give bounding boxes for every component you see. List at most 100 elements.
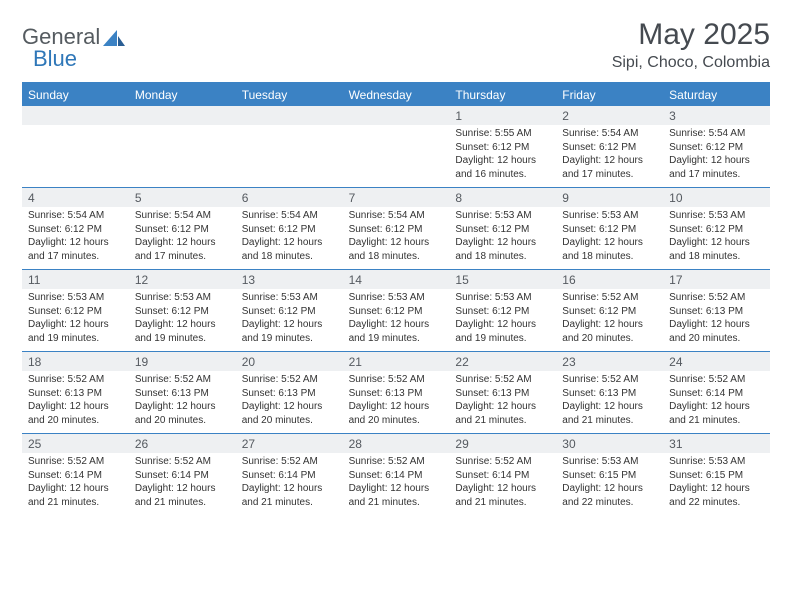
day-sunset: Sunset: 6:12 PM [455, 141, 550, 155]
day-daylight1: Daylight: 12 hours [562, 236, 657, 250]
day-sunset: Sunset: 6:13 PM [669, 305, 764, 319]
day-daylight1: Daylight: 12 hours [349, 482, 444, 496]
day-sunrise: Sunrise: 5:53 AM [562, 209, 657, 223]
day-daylight2: and 22 minutes. [562, 496, 657, 510]
day-daylight2: and 18 minutes. [242, 250, 337, 264]
day-details: Sunrise: 5:53 AMSunset: 6:12 PMDaylight:… [449, 207, 556, 269]
day-sunrise: Sunrise: 5:54 AM [28, 209, 123, 223]
day-number: 21 [343, 352, 450, 371]
day-daylight2: and 21 minutes. [455, 414, 550, 428]
day-daylight2: and 17 minutes. [669, 168, 764, 182]
day-daylight1: Daylight: 12 hours [455, 482, 550, 496]
day-sunrise: Sunrise: 5:54 AM [242, 209, 337, 223]
day-sunset: Sunset: 6:12 PM [28, 223, 123, 237]
day-number: 18 [22, 352, 129, 371]
week-details-row: Sunrise: 5:53 AMSunset: 6:12 PMDaylight:… [22, 289, 770, 351]
day-daylight2: and 17 minutes. [135, 250, 230, 264]
day-number: 22 [449, 352, 556, 371]
day-sunset: Sunset: 6:12 PM [349, 305, 444, 319]
day-daylight2: and 20 minutes. [562, 332, 657, 346]
day-sunset: Sunset: 6:14 PM [242, 469, 337, 483]
day-details: Sunrise: 5:52 AMSunset: 6:14 PMDaylight:… [129, 453, 236, 515]
day-details: Sunrise: 5:52 AMSunset: 6:13 PMDaylight:… [129, 371, 236, 433]
day-daylight1: Daylight: 12 hours [455, 400, 550, 414]
day-number: 13 [236, 270, 343, 289]
day-daylight2: and 17 minutes. [28, 250, 123, 264]
day-sunrise: Sunrise: 5:52 AM [242, 455, 337, 469]
day-daylight1: Daylight: 12 hours [455, 318, 550, 332]
day-number: 30 [556, 434, 663, 453]
dayhead-sunday: Sunday [22, 84, 129, 106]
day-number: 8 [449, 188, 556, 207]
day-sunset: Sunset: 6:14 PM [455, 469, 550, 483]
day-number: 11 [22, 270, 129, 289]
day-details [22, 125, 129, 187]
brand-blue: Blue [33, 46, 77, 71]
dayhead-saturday: Saturday [663, 84, 770, 106]
day-daylight1: Daylight: 12 hours [349, 318, 444, 332]
day-daylight2: and 21 minutes. [562, 414, 657, 428]
day-number: 1 [449, 106, 556, 125]
day-sunset: Sunset: 6:12 PM [28, 305, 123, 319]
day-daylight1: Daylight: 12 hours [135, 482, 230, 496]
day-daylight2: and 21 minutes. [242, 496, 337, 510]
day-sunset: Sunset: 6:15 PM [562, 469, 657, 483]
day-number: 14 [343, 270, 450, 289]
day-sunrise: Sunrise: 5:54 AM [562, 127, 657, 141]
day-daylight1: Daylight: 12 hours [455, 154, 550, 168]
day-daylight2: and 20 minutes. [349, 414, 444, 428]
day-number: 24 [663, 352, 770, 371]
week-daynum-row: 11121314151617 [22, 269, 770, 289]
day-number: 7 [343, 188, 450, 207]
day-sunset: Sunset: 6:12 PM [242, 223, 337, 237]
day-sunset: Sunset: 6:13 PM [242, 387, 337, 401]
week-details-row: Sunrise: 5:54 AMSunset: 6:12 PMDaylight:… [22, 207, 770, 269]
day-sunrise: Sunrise: 5:53 AM [669, 209, 764, 223]
day-daylight2: and 20 minutes. [135, 414, 230, 428]
day-details: Sunrise: 5:52 AMSunset: 6:14 PMDaylight:… [236, 453, 343, 515]
day-sunrise: Sunrise: 5:55 AM [455, 127, 550, 141]
week-daynum-row: 123 [22, 106, 770, 125]
day-daylight1: Daylight: 12 hours [242, 318, 337, 332]
day-details: Sunrise: 5:53 AMSunset: 6:12 PMDaylight:… [663, 207, 770, 269]
day-daylight2: and 21 minutes. [455, 496, 550, 510]
day-sunrise: Sunrise: 5:52 AM [28, 455, 123, 469]
day-daylight2: and 19 minutes. [455, 332, 550, 346]
day-daylight1: Daylight: 12 hours [562, 400, 657, 414]
day-sunrise: Sunrise: 5:54 AM [349, 209, 444, 223]
day-number: 23 [556, 352, 663, 371]
day-daylight1: Daylight: 12 hours [135, 236, 230, 250]
day-number: 19 [129, 352, 236, 371]
day-header-row: Sunday Monday Tuesday Wednesday Thursday… [22, 84, 770, 106]
day-sunset: Sunset: 6:12 PM [135, 223, 230, 237]
day-sunset: Sunset: 6:15 PM [669, 469, 764, 483]
day-daylight1: Daylight: 12 hours [28, 482, 123, 496]
day-number: 4 [22, 188, 129, 207]
day-daylight1: Daylight: 12 hours [669, 154, 764, 168]
day-sunset: Sunset: 6:14 PM [28, 469, 123, 483]
day-sunset: Sunset: 6:12 PM [669, 141, 764, 155]
day-daylight1: Daylight: 12 hours [669, 236, 764, 250]
day-details: Sunrise: 5:52 AMSunset: 6:13 PMDaylight:… [22, 371, 129, 433]
day-sunrise: Sunrise: 5:52 AM [455, 455, 550, 469]
day-daylight1: Daylight: 12 hours [349, 236, 444, 250]
day-sunrise: Sunrise: 5:53 AM [242, 291, 337, 305]
day-details: Sunrise: 5:53 AMSunset: 6:12 PMDaylight:… [449, 289, 556, 351]
day-number: 6 [236, 188, 343, 207]
day-sunset: Sunset: 6:13 PM [349, 387, 444, 401]
day-daylight1: Daylight: 12 hours [242, 482, 337, 496]
weeks-container: 123Sunrise: 5:55 AMSunset: 6:12 PMDaylig… [22, 106, 770, 515]
day-sunset: Sunset: 6:13 PM [455, 387, 550, 401]
day-daylight1: Daylight: 12 hours [349, 400, 444, 414]
day-sunrise: Sunrise: 5:52 AM [28, 373, 123, 387]
dayhead-friday: Friday [556, 84, 663, 106]
sail-icon [103, 30, 125, 46]
day-sunrise: Sunrise: 5:52 AM [562, 291, 657, 305]
day-daylight2: and 20 minutes. [242, 414, 337, 428]
day-details: Sunrise: 5:52 AMSunset: 6:13 PMDaylight:… [236, 371, 343, 433]
day-details [343, 125, 450, 187]
day-number [129, 106, 236, 125]
day-details: Sunrise: 5:52 AMSunset: 6:13 PMDaylight:… [663, 289, 770, 351]
day-sunrise: Sunrise: 5:53 AM [135, 291, 230, 305]
day-number: 20 [236, 352, 343, 371]
